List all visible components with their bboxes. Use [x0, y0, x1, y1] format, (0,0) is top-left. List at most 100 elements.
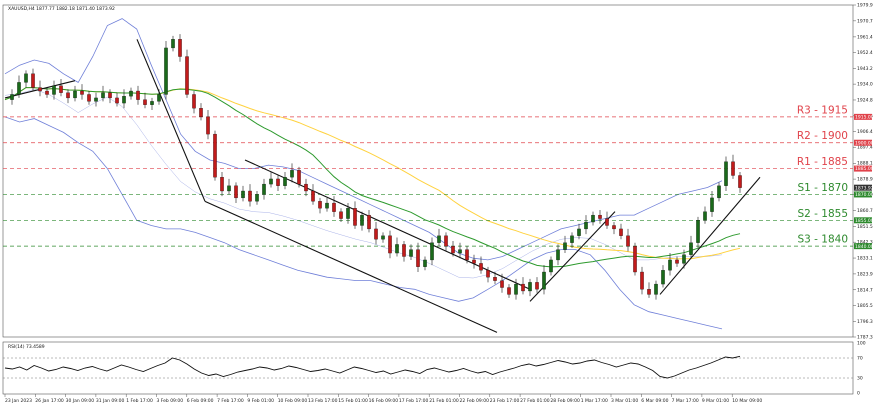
- price-badge: [854, 139, 872, 146]
- candle-body: [521, 283, 525, 292]
- price-tick-label: 1952.40: [857, 50, 873, 56]
- candle-body: [178, 39, 182, 57]
- level-label-s1: S1 - 1870: [797, 182, 848, 194]
- candle-body: [318, 201, 322, 209]
- candle-body: [325, 202, 329, 209]
- candle-body: [122, 96, 126, 104]
- middle-band: [4, 89, 723, 279]
- time-tick-label: 31 Jan 09:00: [96, 398, 125, 404]
- price-tick-label: 1814.70: [857, 287, 873, 293]
- time-tick-label: 28 Feb 09:00: [550, 398, 580, 404]
- time-tick-label: 23 Feb 17:00: [490, 398, 520, 404]
- candle-body: [45, 90, 49, 95]
- time-tick-label: 3 Feb 09:00: [157, 398, 184, 404]
- candle-body: [129, 90, 133, 97]
- candle-body: [185, 56, 189, 95]
- candle-body: [31, 73, 35, 88]
- level-label-r3: R3 - 1915: [797, 104, 848, 116]
- ma-green: [4, 87, 741, 268]
- time-tick-label: 6 Mar 09:00: [641, 398, 668, 404]
- time-tick-label: 1 Feb 17:00: [126, 398, 153, 404]
- candle-body: [465, 249, 469, 261]
- candle-body: [290, 170, 294, 178]
- price-tick-label: 1970.70: [857, 18, 873, 24]
- candle-body: [479, 263, 483, 271]
- candle-body: [668, 259, 672, 271]
- level-label-s3: S3 - 1840: [797, 234, 848, 246]
- rsi-line: [4, 355, 741, 379]
- price-badge: [854, 217, 872, 224]
- candle-body: [255, 194, 259, 202]
- candle-body: [80, 90, 84, 95]
- candle-body: [136, 90, 140, 100]
- candle-body: [626, 235, 630, 247]
- candle-body: [458, 249, 462, 254]
- time-tick-label: 23 Jan 2023: [5, 398, 32, 404]
- candle-body: [514, 283, 518, 295]
- price-tick-label: 1823.90: [857, 271, 873, 277]
- time-tick-label: 7 Feb 17:00: [217, 398, 244, 404]
- candle-body: [52, 85, 56, 95]
- time-tick-label: 22 Feb 09:00: [460, 398, 490, 404]
- candle-body: [234, 185, 238, 199]
- candle-body: [220, 177, 224, 192]
- candle-body: [675, 259, 679, 264]
- rsi-tick-label: 70: [857, 356, 863, 362]
- candle-body: [640, 271, 644, 290]
- candle-body: [528, 282, 532, 292]
- time-tick-label: 9 Mar 01:00: [702, 398, 729, 404]
- time-tick-label: 27 Feb 01:00: [520, 398, 550, 404]
- candle-body: [549, 259, 553, 273]
- rsi-pane[interactable]: [2, 341, 854, 395]
- candle-body: [304, 183, 308, 192]
- price-tick-label: 1796.30: [857, 319, 873, 325]
- candle-body: [283, 177, 287, 186]
- price-tick-label: 1842.30: [857, 240, 873, 246]
- price-tick-label: 1924.80: [857, 97, 873, 103]
- time-tick-label: 7 Mar 17:00: [672, 398, 699, 404]
- candle-body: [150, 101, 154, 105]
- candle-body: [661, 270, 665, 285]
- trendline: [136, 39, 206, 202]
- candle-body: [94, 97, 98, 102]
- candle-body: [192, 94, 196, 109]
- candle-body: [367, 214, 371, 230]
- lower-band: [4, 116, 723, 330]
- time-axis: 23 Jan 2023 26 Jan 17:00 30 Jan 09:00 31 Ja…: [4, 394, 762, 404]
- price-badge-label: 1870.00: [855, 192, 873, 198]
- candle-body: [444, 235, 448, 247]
- candle-body: [556, 249, 560, 261]
- candle-body: [724, 161, 728, 186]
- candle-body: [402, 244, 406, 257]
- time-tick-label: 9 Feb 01:00: [247, 398, 274, 404]
- candle-body: [276, 178, 280, 186]
- price-tick-label: 1979.90: [857, 3, 873, 9]
- candle-body: [535, 282, 539, 290]
- candle-body: [605, 218, 609, 226]
- upper-band: [4, 18, 723, 261]
- candle-body: [500, 280, 504, 288]
- price-pane[interactable]: [2, 4, 854, 338]
- candle-body: [353, 208, 357, 226]
- level-labels: R3 - 1915 R2 - 1900 R1 - 1885 S1 - 1870 S2 -…: [797, 104, 848, 245]
- candle-body: [73, 90, 77, 99]
- price-tick-label: 1878.90: [857, 177, 873, 183]
- candle-body: [486, 270, 490, 278]
- candle-body: [437, 235, 441, 243]
- price-badge-label: 1873.92: [855, 185, 873, 191]
- candle-body: [374, 228, 378, 240]
- candle-body: [157, 94, 161, 102]
- candle-body: [591, 214, 595, 223]
- candle-body: [633, 246, 637, 273]
- time-tick-label: 26 Jan 17:00: [35, 398, 64, 404]
- candle-body: [710, 197, 714, 212]
- time-tick-label: 21 Feb 01:00: [429, 398, 459, 404]
- support-resistance-levels: [3, 116, 853, 247]
- price-tick-label: 1961.40: [857, 34, 873, 40]
- time-tick-label: 13 Feb 17:00: [308, 398, 338, 404]
- rsi-label: RSI(14) 73.4589: [8, 344, 45, 350]
- candle-body: [584, 221, 588, 230]
- candle-body: [213, 133, 217, 178]
- candle-body: [703, 211, 707, 221]
